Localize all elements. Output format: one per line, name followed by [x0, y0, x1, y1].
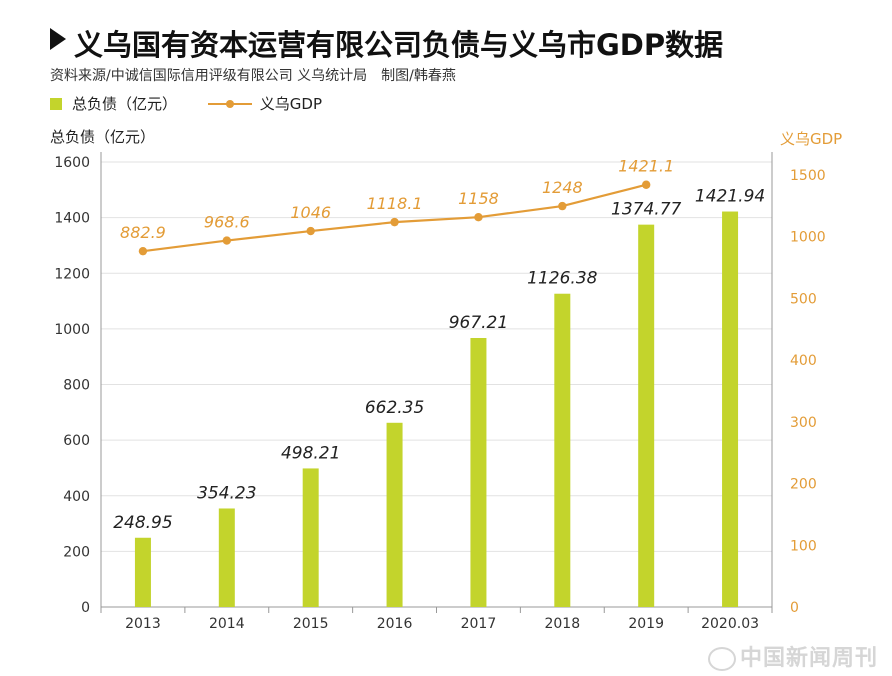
bar-data-label: 248.95	[113, 513, 172, 533]
bar-data-label: 1421.94	[695, 187, 765, 207]
weibo-logo-icon	[708, 647, 736, 671]
gdp-point	[138, 246, 148, 256]
bar	[302, 468, 319, 607]
gdp-point	[474, 213, 483, 222]
y-right-tick-label: 100	[790, 538, 817, 554]
x-tick-label: 2014	[209, 616, 245, 632]
bar-data-label: 498.21	[281, 443, 340, 463]
gdp-point	[641, 180, 651, 189]
x-tick-label: 2016	[377, 616, 413, 632]
y-left-tick-label: 400	[63, 489, 90, 505]
y-right-tick-label: 200	[790, 477, 817, 493]
x-tick-label: 2015	[293, 616, 329, 632]
bar-data-label: 1126.38	[527, 269, 597, 289]
gdp-data-label: 1248	[542, 178, 583, 197]
gdp-data-label: 968.6	[204, 213, 250, 232]
y-left-tick-label: 200	[63, 544, 90, 560]
y-right-tick-label: 0	[790, 600, 799, 616]
bar-data-label: 967.21	[449, 313, 508, 333]
x-tick-label: 2013	[125, 616, 161, 632]
x-tick-label: 2019	[628, 616, 664, 632]
legend-item-bar: 总负债（亿元）	[50, 93, 177, 114]
legend-line-label: 义乌GDP	[259, 95, 323, 113]
y-left-tick-label: 1600	[54, 155, 90, 171]
legend-bar-label: 总负债（亿元）	[72, 95, 178, 113]
gdp-data-label: 882.9	[120, 223, 166, 242]
y-left-tick-label: 1200	[54, 266, 90, 282]
y-right-tick-label: 300	[790, 415, 817, 431]
y-left-tick-label: 800	[63, 378, 90, 394]
chart-title-text: 义乌国有资本运营有限公司负债与义乌市GDP数据	[74, 28, 724, 62]
y-left-tick-label: 600	[63, 433, 90, 449]
chart-source: 资料来源/中诚信国际信用评级有限公司 义乌统计局 制图/韩春燕	[50, 68, 456, 84]
legend-item-line: 义乌GDP	[207, 93, 323, 114]
bar-data-label: 354.23	[197, 483, 256, 503]
bar-data-label: 662.35	[365, 398, 424, 418]
y-right-tick-label: 400	[790, 353, 817, 369]
y-right-tick-label: 500	[790, 291, 817, 307]
gdp-data-label: 1046	[290, 203, 331, 222]
bar-data-label: 1374.77	[611, 200, 681, 220]
legend: 总负债（亿元） 义乌GDP	[50, 93, 348, 114]
y-left-axis-title: 总负债（亿元）	[50, 128, 156, 146]
chart-title: 义乌国有资本运营有限公司负债与义乌市GDP数据	[50, 22, 723, 64]
bar	[554, 293, 571, 607]
bar-swatch-icon	[50, 97, 62, 110]
gdp-point	[390, 217, 399, 227]
y-left-tick-label: 0	[81, 600, 90, 616]
gdp-data-label: 1421.1	[618, 157, 674, 176]
bar	[218, 508, 235, 607]
x-tick-label: 2018	[544, 616, 580, 632]
gdp-data-label: 1118.1	[367, 194, 423, 213]
y-left-tick-label: 1400	[54, 211, 90, 227]
bar	[386, 422, 403, 607]
line-swatch-icon	[207, 99, 252, 108]
gdp-point	[222, 236, 232, 245]
title-arrow-icon	[50, 28, 66, 50]
bar	[134, 537, 151, 607]
x-tick-label: 2017	[461, 616, 497, 632]
bar	[470, 337, 487, 607]
x-tick-label: 2020.03	[701, 616, 759, 632]
watermark-text: 中国新闻周刊	[740, 646, 879, 671]
gdp-data-label: 1158	[458, 189, 499, 208]
y-right-tick-label: 1000	[790, 230, 826, 246]
bar	[638, 224, 655, 607]
watermark: 中国新闻周刊	[708, 640, 878, 672]
y-left-tick-label: 1000	[54, 322, 90, 338]
y-right-tick-label: 1500	[790, 168, 826, 184]
gdp-point	[306, 226, 315, 236]
bar	[722, 211, 739, 607]
y-right-axis-title: 义乌GDP	[780, 130, 843, 148]
gdp-point	[558, 201, 567, 211]
